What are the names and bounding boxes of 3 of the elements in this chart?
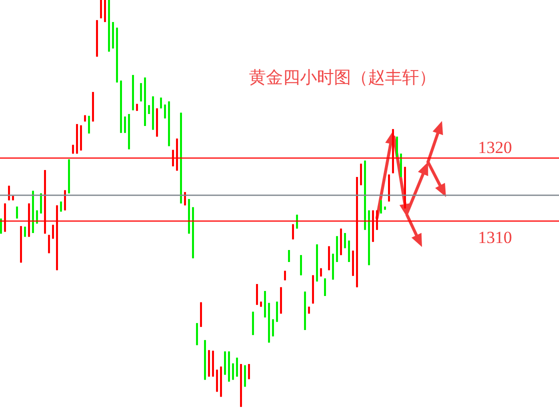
text: 黄金四小时图（赵丰轩） bbox=[249, 67, 436, 89]
ref-line-label: 1310 bbox=[478, 228, 512, 248]
ref-line-label: 1320 bbox=[478, 138, 512, 158]
